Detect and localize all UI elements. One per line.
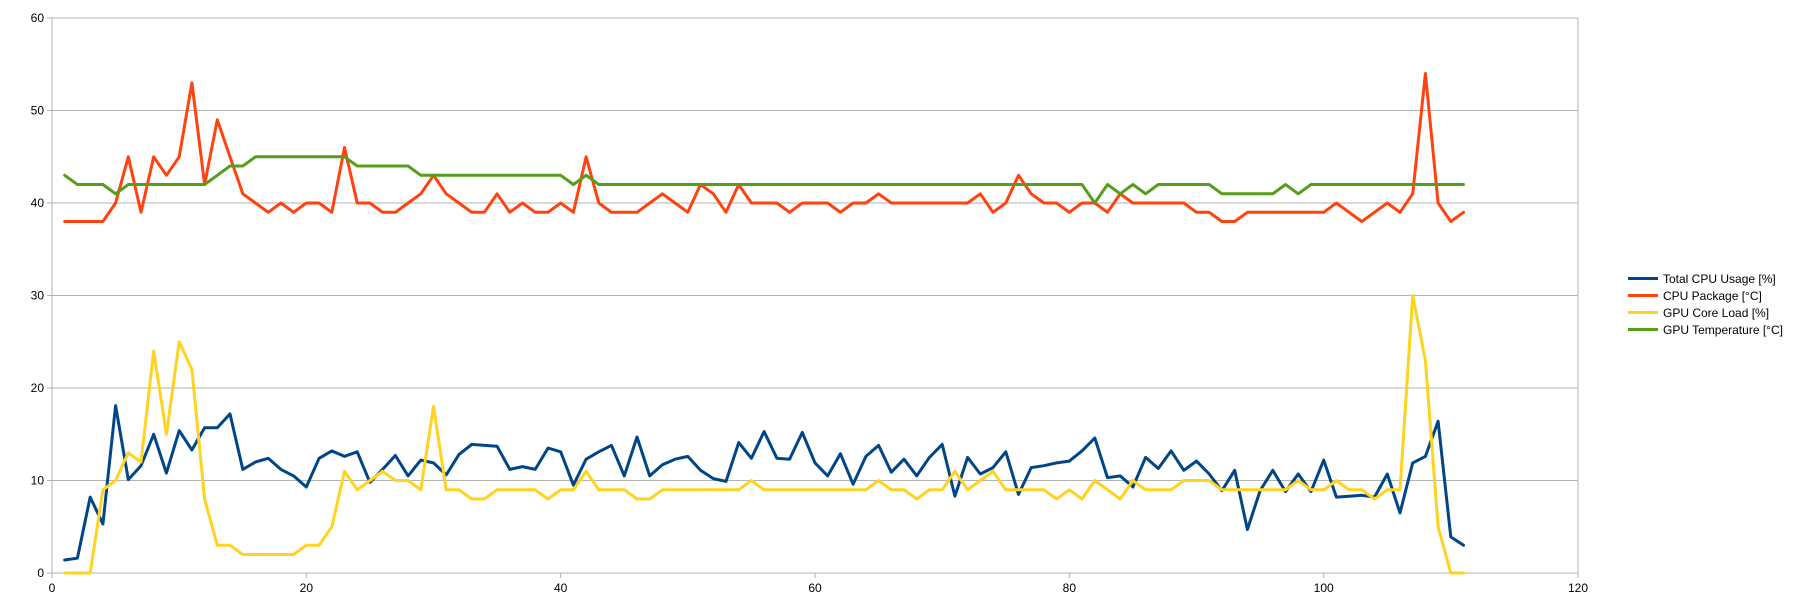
- legend-swatch: [1628, 311, 1658, 314]
- legend-item: Total CPU Usage [%]: [1628, 270, 1783, 287]
- legend-label: Total CPU Usage [%]: [1663, 271, 1776, 286]
- x-tick-label: 20: [300, 581, 314, 595]
- series-line-0: [63, 404, 1465, 562]
- series-line-1: [63, 72, 1465, 223]
- y-tick-label: 10: [31, 474, 45, 488]
- axes: 0 10 20 30 40 50 60 0 20 40 60 80 100 120: [31, 11, 1589, 595]
- y-tick-label: 40: [31, 196, 45, 210]
- x-tick-label: 100: [1314, 581, 1334, 595]
- y-tick-label: 20: [31, 381, 45, 395]
- y-tick-label: 0: [37, 566, 44, 580]
- legend-swatch: [1628, 277, 1658, 280]
- series-line-2: [63, 294, 1465, 575]
- chart-legend: Total CPU Usage [%] CPU Package [°C] GPU C…: [1628, 270, 1783, 338]
- legend-label: GPU Temperature [°C]: [1663, 322, 1783, 337]
- x-tick-label: 120: [1568, 581, 1588, 595]
- y-tick-label: 60: [31, 11, 45, 25]
- legend-item: GPU Temperature [°C]: [1628, 321, 1783, 338]
- legend-label: CPU Package [°C]: [1663, 288, 1762, 303]
- series-line-3: [63, 155, 1465, 205]
- y-tick-label: 30: [31, 289, 45, 303]
- legend-item: GPU Core Load [%]: [1628, 304, 1783, 321]
- series-lines: [63, 72, 1465, 575]
- x-tick-label: 40: [554, 581, 568, 595]
- x-tick-label: 0: [49, 581, 56, 595]
- legend-swatch: [1628, 294, 1658, 297]
- legend-label: GPU Core Load [%]: [1663, 305, 1770, 320]
- x-tick-label: 60: [808, 581, 822, 595]
- x-tick-label: 80: [1063, 581, 1077, 595]
- legend-item: CPU Package [°C]: [1628, 287, 1783, 304]
- legend-swatch: [1628, 328, 1658, 331]
- y-tick-label: 50: [31, 104, 45, 118]
